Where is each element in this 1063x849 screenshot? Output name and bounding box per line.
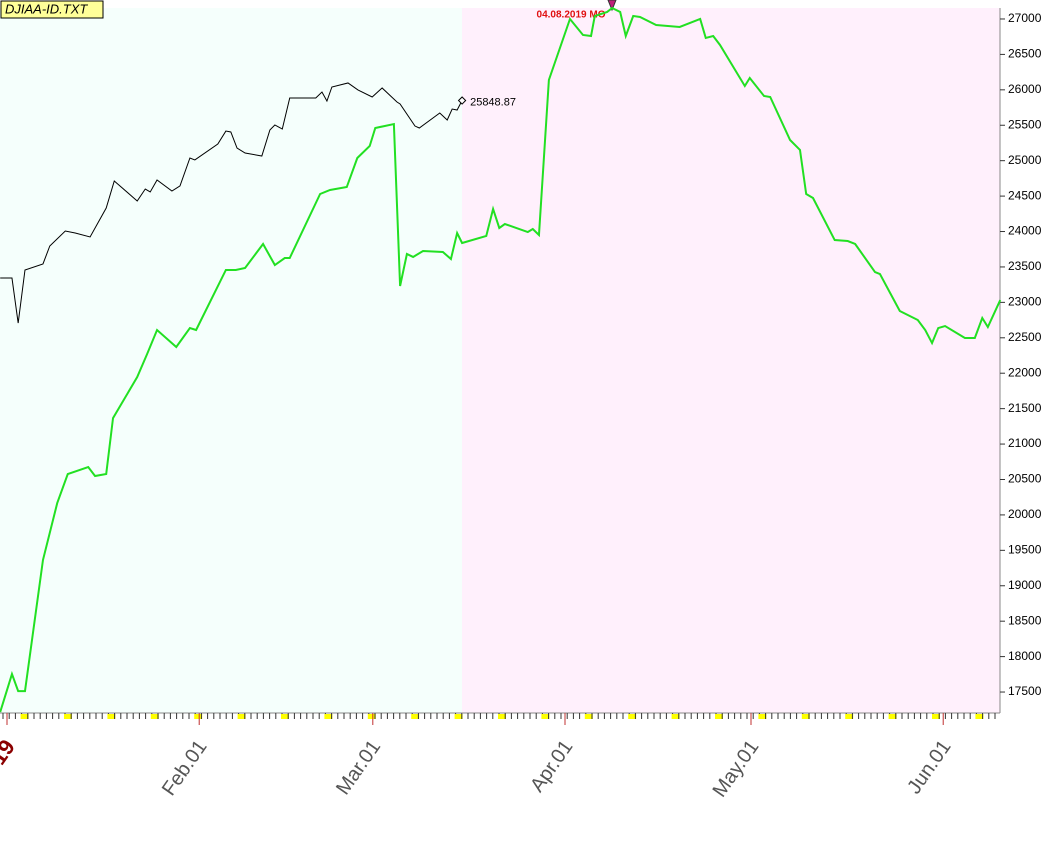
rail-block <box>888 714 897 719</box>
rail-block <box>107 714 116 719</box>
rail-block <box>628 714 637 719</box>
x-tick-label: Feb.01 <box>158 736 212 800</box>
y-tick-label: 21000 <box>1008 436 1042 450</box>
y-tick-label: 20500 <box>1008 472 1042 486</box>
y-tick-label: 22500 <box>1008 330 1042 344</box>
rail-block <box>150 714 159 719</box>
y-tick-label: 22000 <box>1008 365 1042 379</box>
x-tick-label: Mar.01 <box>332 736 385 799</box>
y-tick-label: 25500 <box>1008 117 1042 131</box>
y-tick-label: 24000 <box>1008 224 1042 238</box>
y-tick-label: 20000 <box>1008 507 1042 521</box>
x-tick-label: 19 <box>0 735 20 769</box>
rail-block <box>975 714 984 719</box>
last-value-label: 25848.87 <box>470 96 516 108</box>
rail-block <box>845 714 854 719</box>
background-left <box>0 8 462 713</box>
y-tick-label: 24500 <box>1008 188 1042 202</box>
rail-block <box>367 714 376 719</box>
rail-block <box>324 714 333 719</box>
y-tick-label: 18000 <box>1008 649 1042 663</box>
series-line <box>0 82 463 324</box>
x-tick-label: Jun.01 <box>903 736 955 798</box>
chart-title: DJIAA-ID.TXT <box>5 1 88 16</box>
rail-block <box>454 714 463 719</box>
last-value-marker <box>457 96 467 105</box>
rail-block <box>281 714 289 719</box>
rail-block <box>932 714 940 719</box>
series-line <box>0 6 1002 713</box>
y-tick-label: 23500 <box>1008 259 1042 273</box>
rail-block <box>498 714 506 719</box>
x-tick-label: May.01 <box>709 736 764 801</box>
y-tick-label: 27000 <box>1008 11 1042 25</box>
event-arrow <box>607 0 617 12</box>
rail-block <box>584 714 593 719</box>
rail-block <box>801 714 810 719</box>
x-tick-label: Apr.01 <box>526 736 577 796</box>
y-tick-label: 18500 <box>1008 613 1042 627</box>
rail-block <box>758 714 767 719</box>
y-tick-label: 23000 <box>1008 295 1042 309</box>
rail-block <box>237 714 246 719</box>
rail-block <box>715 714 723 719</box>
y-tick-label: 21500 <box>1008 401 1042 415</box>
y-tick-label: 26000 <box>1008 82 1042 96</box>
title-box <box>0 0 104 19</box>
y-tick-label: 19000 <box>1008 578 1042 592</box>
background-right <box>462 8 1000 713</box>
rail-block <box>541 714 550 719</box>
y-tick-label: 25000 <box>1008 153 1042 167</box>
rail-block <box>194 714 203 719</box>
rail-block <box>64 714 72 719</box>
annotation: 04.08.2019 MO <box>537 10 606 21</box>
y-tick-label: 17500 <box>1008 684 1042 698</box>
rail-block <box>411 714 420 719</box>
rail-block <box>20 714 29 719</box>
y-tick-label: 19500 <box>1008 543 1042 557</box>
y-tick-label: 26500 <box>1008 47 1042 61</box>
rail-block <box>671 714 680 719</box>
